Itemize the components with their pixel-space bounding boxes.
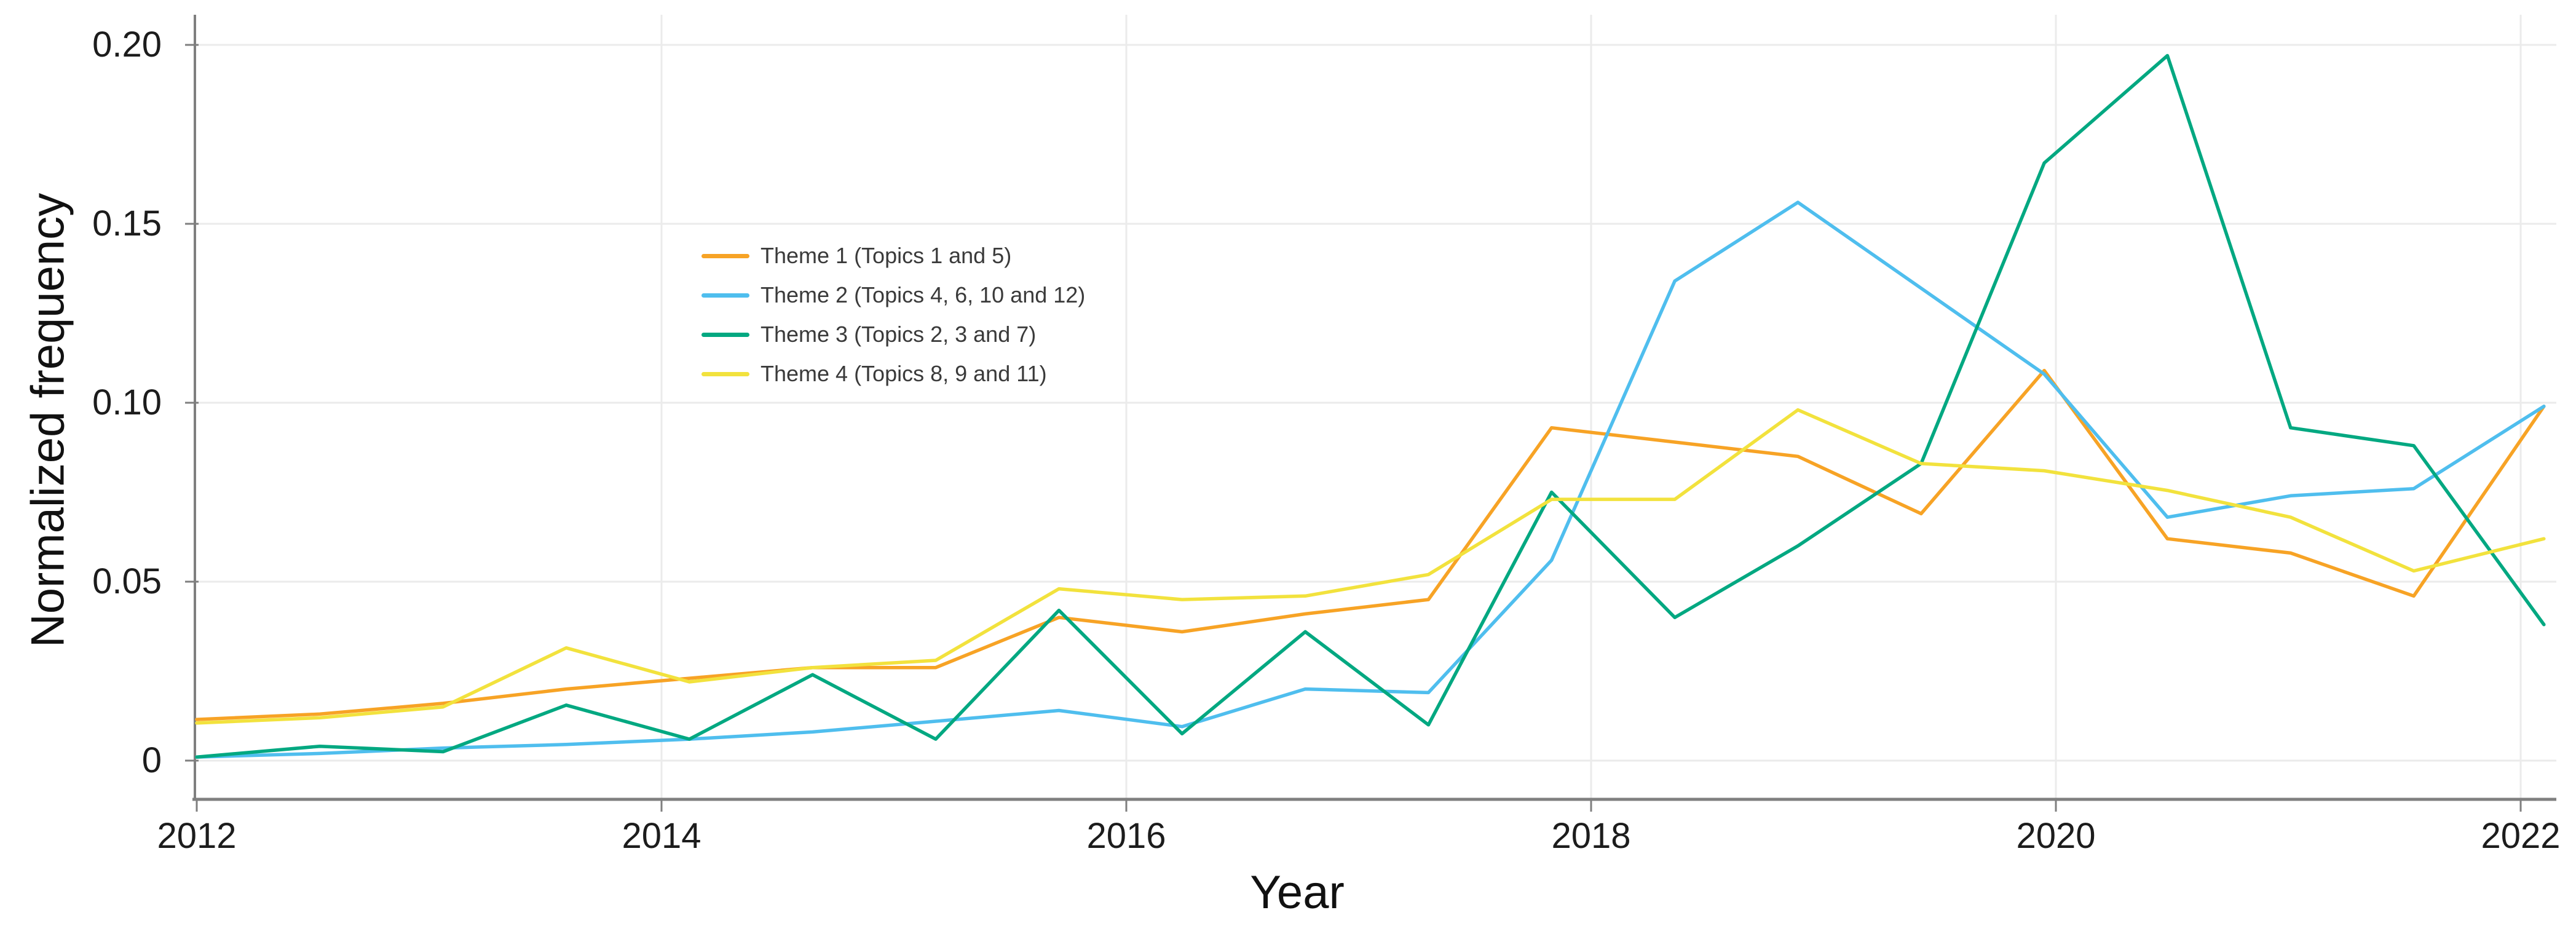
x-tick-label-2012: 2012: [157, 816, 237, 856]
legend-item-theme-2: Theme 2 (Topics 4, 6, 10 and 12): [701, 275, 1085, 315]
legend-label-theme-1: Theme 1 (Topics 1 and 5): [761, 243, 1012, 268]
theme-2-line-swatch: [701, 293, 749, 298]
legend-item-theme-1: Theme 1 (Topics 1 and 5): [701, 236, 1085, 275]
x-tick-label-2018: 2018: [1551, 816, 1631, 856]
y-tick-label-005: 0.05: [92, 561, 162, 601]
legend-label-theme-4: Theme 4 (Topics 8, 9 and 11): [761, 361, 1047, 386]
x-tick-label-2016: 2016: [1086, 816, 1166, 856]
legend-label-theme-3: Theme 3 (Topics 2, 3 and 7): [761, 322, 1037, 347]
theme-4-line-swatch: [701, 371, 749, 376]
legend-label-theme-2: Theme 2 (Topics 4, 6, 10 and 12): [761, 282, 1086, 307]
theme-3-line-swatch: [701, 332, 749, 337]
series-line-theme-1: [195, 368, 2546, 721]
legend: Theme 1 (Topics 1 and 5) Theme 2 (Topics…: [701, 236, 1085, 394]
y-tick-label-010: 0.10: [92, 382, 162, 422]
x-tick-label-2020: 2020: [2016, 816, 2096, 856]
legend-item-theme-4: Theme 4 (Topics 8, 9 and 11): [701, 354, 1085, 394]
y-tick-label-0: 0: [141, 740, 162, 780]
x-tick-label-2014: 2014: [622, 816, 701, 856]
series-line-theme-3: [195, 53, 2546, 759]
y-tick-label-020: 0.20: [92, 25, 162, 65]
x-tick-label-2022: 2022: [2481, 816, 2561, 856]
y-tick-label-015: 0.15: [92, 204, 162, 243]
legend-item-theme-3: Theme 3 (Topics 2, 3 and 7): [701, 315, 1085, 354]
series-line-theme-2: [195, 200, 2546, 759]
y-axis-title: Normalized frequency: [22, 192, 74, 648]
theme-1-line-swatch: [701, 253, 749, 258]
series-line-theme-4: [195, 408, 2546, 725]
x-axis-title: Year: [1250, 866, 1345, 919]
